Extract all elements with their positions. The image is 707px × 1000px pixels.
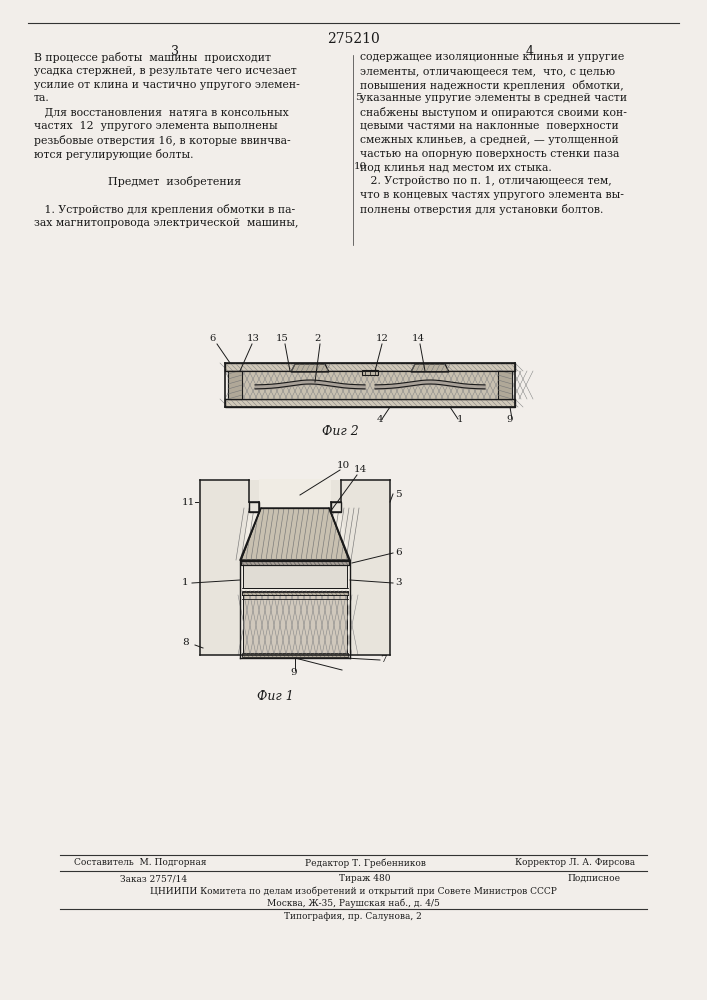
Text: 1: 1 (182, 578, 189, 587)
Text: ются регулирующие болты.: ются регулирующие болты. (34, 149, 194, 160)
Text: Корректор Л. А. Фирсова: Корректор Л. А. Фирсова (515, 858, 635, 867)
Text: под клинья над местом их стыка.: под клинья над местом их стыка. (360, 162, 551, 172)
Text: Заказ 2757/14: Заказ 2757/14 (120, 874, 187, 883)
Text: повышения надежности крепления  обмотки,: повышения надежности крепления обмотки, (360, 80, 624, 91)
Text: снабжены выступом и опираются своими кон-: снабжены выступом и опираются своими кон… (360, 107, 627, 118)
Polygon shape (411, 364, 449, 372)
Text: 4: 4 (526, 45, 534, 58)
Text: частью на опорную поверхность стенки паза: частью на опорную поверхность стенки паз… (360, 149, 619, 159)
Polygon shape (225, 399, 515, 407)
Polygon shape (242, 653, 348, 657)
Text: ЦНИИПИ Комитета по делам изобретений и открытий при Совете Министров СССР: ЦНИИПИ Комитета по делам изобретений и о… (150, 886, 556, 896)
Polygon shape (249, 502, 259, 512)
Text: 4: 4 (377, 415, 383, 424)
Polygon shape (243, 565, 347, 588)
Polygon shape (243, 595, 347, 655)
Text: цевыми частями на наклонные  поверхности: цевыми частями на наклонные поверхности (360, 121, 619, 131)
Text: смежных клиньев, а средней, — утолщенной: смежных клиньев, а средней, — утолщенной (360, 135, 619, 145)
Polygon shape (225, 363, 515, 371)
Text: 3: 3 (395, 578, 402, 587)
Polygon shape (242, 591, 348, 595)
Text: Тираж 480: Тираж 480 (339, 874, 391, 883)
Polygon shape (200, 480, 390, 655)
Text: Типография, пр. Салунова, 2: Типография, пр. Салунова, 2 (284, 912, 422, 921)
Polygon shape (331, 502, 341, 512)
Text: Составитель  М. Подгорная: Составитель М. Подгорная (74, 858, 206, 867)
Text: частях  12  упругого элемента выполнены: частях 12 упругого элемента выполнены (34, 121, 278, 131)
Text: 7: 7 (380, 655, 387, 664)
Text: резьбовые отверстия 16, в которые ввинчва-: резьбовые отверстия 16, в которые ввинчв… (34, 135, 291, 146)
Polygon shape (362, 370, 378, 375)
Text: Редактор Т. Гребенников: Редактор Т. Гребенников (305, 858, 426, 867)
Polygon shape (241, 561, 349, 565)
Text: что в концевых частях упругого элемента вы-: что в концевых частях упругого элемента … (360, 190, 624, 200)
Text: усадка стержней, в результате чего исчезает: усадка стержней, в результате чего исчез… (34, 66, 297, 76)
Polygon shape (228, 371, 512, 399)
Text: 8: 8 (182, 638, 189, 647)
Text: 2: 2 (315, 334, 321, 343)
Text: 14: 14 (354, 465, 367, 474)
Text: 1: 1 (457, 415, 463, 424)
Text: 2. Устройство по п. 1, отличающееся тем,: 2. Устройство по п. 1, отличающееся тем, (360, 176, 612, 186)
Polygon shape (291, 364, 329, 372)
Polygon shape (228, 371, 242, 399)
Text: 5: 5 (395, 490, 402, 499)
Text: 3: 3 (171, 45, 179, 58)
Text: 14: 14 (411, 334, 424, 343)
Text: Фиг 2: Фиг 2 (322, 425, 358, 438)
Text: 15: 15 (276, 334, 288, 343)
Text: элементы, отличающееся тем,  что, с целью: элементы, отличающееся тем, что, с целью (360, 66, 615, 76)
Text: 1. Устройство для крепления обмотки в па-: 1. Устройство для крепления обмотки в па… (34, 204, 295, 215)
Text: Фиг 1: Фиг 1 (257, 690, 293, 703)
Text: указанные упругие элементы в средней части: указанные упругие элементы в средней час… (360, 93, 627, 103)
Text: Подписное: Подписное (567, 874, 620, 883)
Text: 13: 13 (247, 334, 259, 343)
Text: 5: 5 (355, 93, 361, 102)
Text: 11: 11 (182, 498, 195, 507)
Text: 275210: 275210 (327, 32, 380, 46)
Text: В процессе работы  машины  происходит: В процессе работы машины происходит (34, 52, 271, 63)
Text: Предмет  изобретения: Предмет изобретения (108, 176, 242, 187)
Text: полнены отверстия для установки болтов.: полнены отверстия для установки болтов. (360, 204, 603, 215)
Polygon shape (498, 371, 512, 399)
Text: 10: 10 (337, 461, 350, 470)
Text: содержащее изоляционные клинья и упругие: содержащее изоляционные клинья и упругие (360, 52, 624, 62)
Text: усилие от клина и частично упругого элемен-: усилие от клина и частично упругого элем… (34, 80, 300, 90)
Text: зах магнитопровода электрической  машины,: зах магнитопровода электрической машины, (34, 218, 298, 228)
Polygon shape (240, 479, 350, 658)
Text: 10: 10 (354, 162, 367, 171)
Polygon shape (242, 591, 348, 595)
Text: 9: 9 (507, 415, 513, 424)
Text: 9: 9 (290, 668, 297, 677)
Text: та.: та. (34, 93, 49, 103)
Text: 6: 6 (395, 548, 402, 557)
Text: 6: 6 (210, 334, 216, 343)
Text: 12: 12 (375, 334, 388, 343)
Text: Для восстановления  натяга в консольных: Для восстановления натяга в консольных (34, 107, 288, 117)
Text: Москва, Ж-35, Раушская наб., д. 4/5: Москва, Ж-35, Раушская наб., д. 4/5 (267, 898, 440, 908)
Polygon shape (241, 508, 349, 560)
